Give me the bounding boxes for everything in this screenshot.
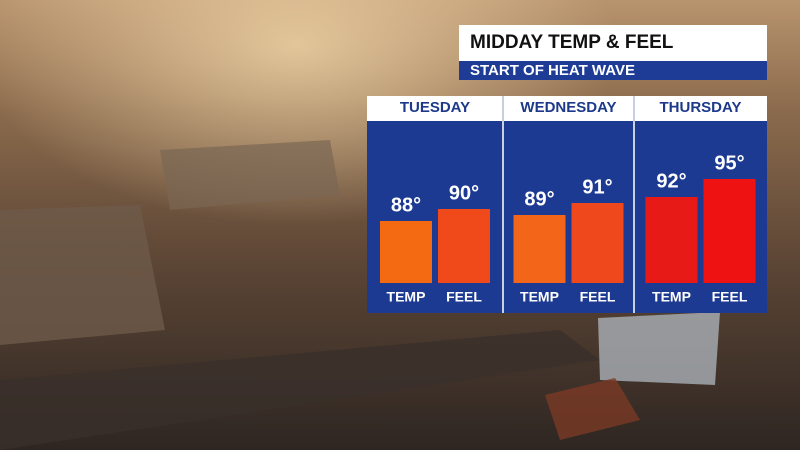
header-strip	[367, 96, 767, 121]
value-label: 95°	[714, 152, 744, 174]
series-label: TEMP	[652, 289, 691, 305]
value-label: 90°	[449, 182, 479, 204]
value-label: 89°	[524, 188, 554, 210]
category-label: TUESDAY	[400, 99, 470, 116]
series-label: FEEL	[712, 289, 748, 305]
series-label: TEMP	[520, 289, 559, 305]
series-label: FEEL	[580, 289, 616, 305]
series-label: TEMP	[387, 289, 426, 305]
chart-subtitle: START OF HEAT WAVE	[470, 62, 635, 79]
bar	[438, 209, 490, 283]
value-label: 92°	[656, 170, 686, 192]
title-box	[459, 25, 767, 61]
bar	[703, 179, 756, 283]
bar	[513, 215, 566, 283]
bar	[380, 221, 432, 283]
bar	[571, 203, 624, 283]
chart-title: MIDDAY TEMP & FEEL	[470, 32, 674, 53]
value-label: 88°	[391, 194, 421, 216]
category-label: THURSDAY	[660, 99, 742, 116]
chart-panel	[367, 121, 767, 313]
subtitle-bar	[459, 61, 767, 80]
category-label: WEDNESDAY	[520, 99, 616, 116]
series-label: FEEL	[446, 289, 482, 305]
bar	[645, 197, 698, 283]
value-label: 91°	[582, 176, 612, 198]
